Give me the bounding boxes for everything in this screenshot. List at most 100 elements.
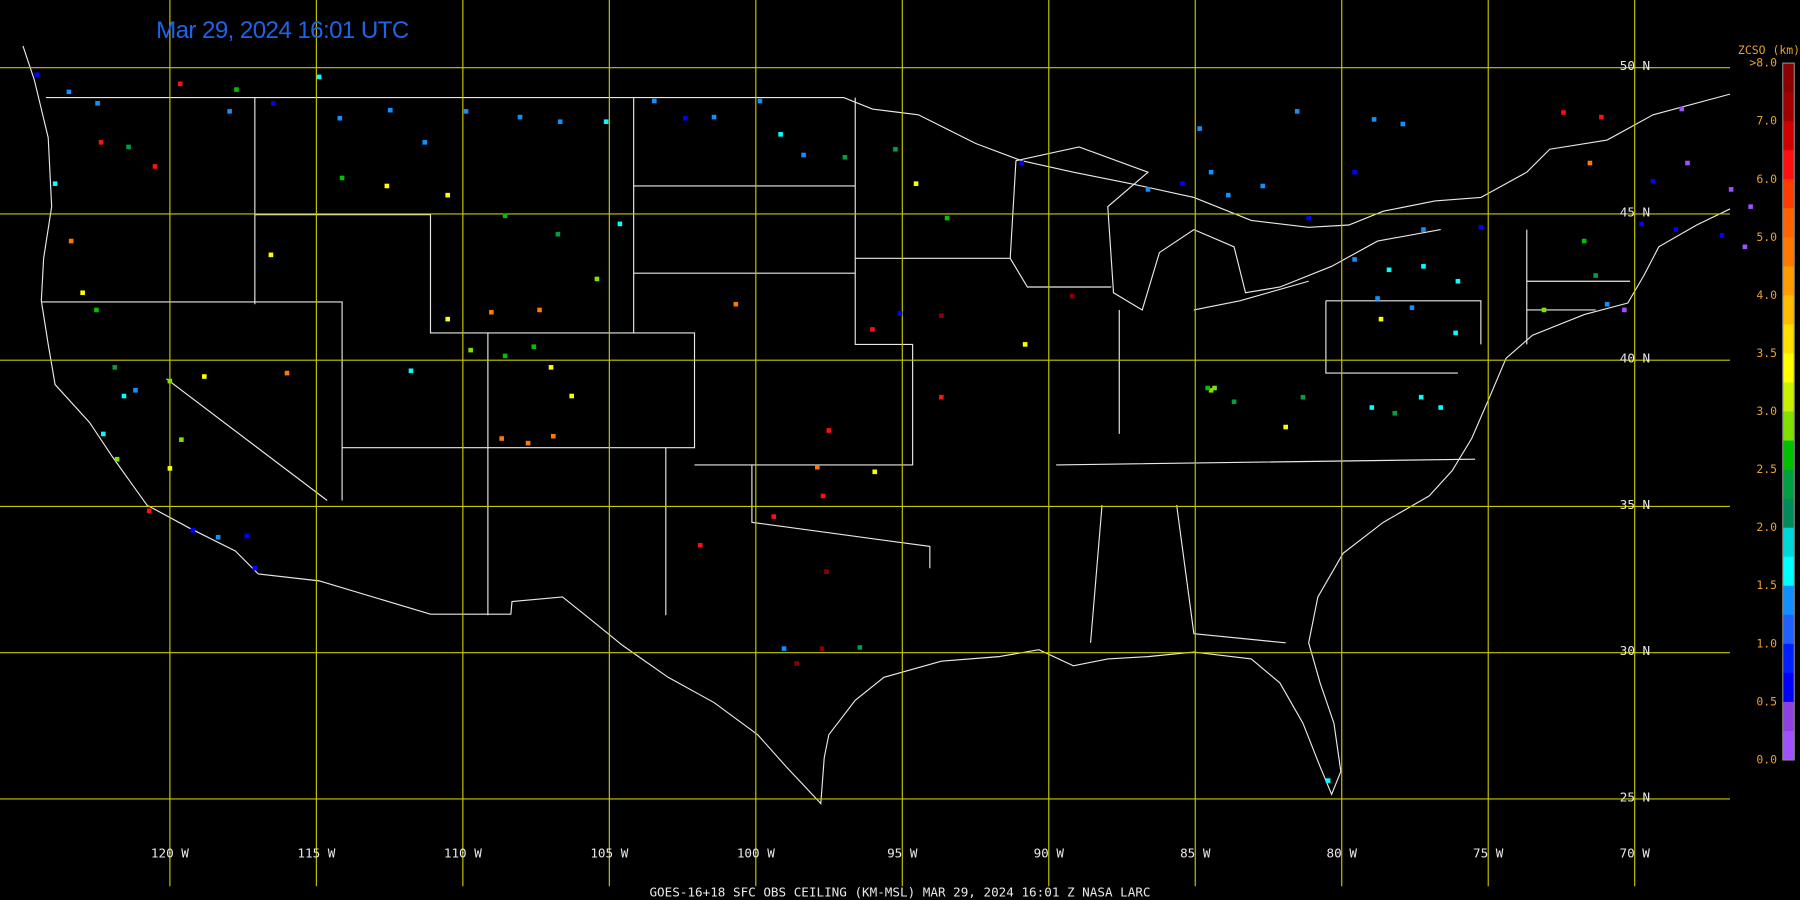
- station-marker: [152, 164, 158, 169]
- station-marker: [215, 534, 221, 540]
- legend-swatch: [1782, 469, 1795, 500]
- station-marker: [1197, 126, 1202, 131]
- station-marker: [781, 646, 787, 651]
- longitude-label: 75 W: [1473, 846, 1504, 861]
- station-marker: [98, 140, 104, 145]
- legend-swatch: [1782, 614, 1795, 645]
- footer: GOES-16+18 SFC OBS CEILING (KM-MSL) MAR …: [649, 885, 1150, 900]
- station-marker: [1604, 301, 1610, 307]
- station-marker: [525, 440, 531, 446]
- longitude-label: 100 W: [737, 846, 775, 861]
- longitude-label: 80 W: [1327, 846, 1358, 861]
- legend-swatch: [1782, 556, 1795, 587]
- boundaries: [22, 45, 1731, 805]
- station-marker: [1650, 179, 1656, 184]
- station-marker: [944, 215, 950, 221]
- station-marker: [548, 365, 554, 370]
- legend-title: ZCSO (km): [1738, 43, 1800, 57]
- station-marker: [1639, 221, 1644, 227]
- station-marker: [502, 213, 508, 219]
- station-marker: [1561, 110, 1566, 115]
- station-marker: [1352, 169, 1357, 175]
- station-marker: [870, 327, 875, 332]
- station-marker: [34, 72, 40, 77]
- station-marker: [1369, 405, 1375, 410]
- station-marker: [531, 344, 537, 349]
- legend-label: 2.0: [1756, 520, 1777, 534]
- station-marker: [227, 109, 232, 114]
- station-marker: [234, 87, 239, 92]
- longitude-label: 115 W: [297, 846, 335, 861]
- station-marker: [1673, 227, 1679, 232]
- longitude-label: 110 W: [444, 846, 482, 861]
- station-marker: [1392, 410, 1398, 416]
- legend-swatch: [1782, 353, 1795, 384]
- legend-swatch: [1782, 179, 1795, 209]
- color-legend: ZCSO (km) >8.0 7.0 6.0 5.0 4.0 3.5 3.0 2.5 2.0 1.…: [1738, 43, 1800, 766]
- station-marker: [179, 437, 184, 442]
- station-marker: [1685, 160, 1690, 166]
- station-marker: [270, 101, 276, 106]
- station-marker: [1418, 394, 1424, 400]
- station-marker: [1300, 394, 1306, 400]
- station-marker: [316, 74, 322, 80]
- station-marker: [1069, 293, 1075, 299]
- station-marker: [1371, 117, 1377, 122]
- legend-label: 0.0: [1756, 752, 1777, 766]
- station-marker: [244, 533, 250, 539]
- coastline: [22, 45, 1731, 805]
- station-marker: [121, 393, 127, 399]
- station-marker: [190, 528, 196, 533]
- legend-swatch: [1782, 150, 1795, 180]
- longitude-label: 120 W: [151, 846, 189, 861]
- station-marker: [468, 347, 473, 353]
- legend-swatch: [1782, 527, 1795, 558]
- station-marker: [872, 469, 878, 475]
- station-marker: [757, 98, 763, 104]
- title: Mar 29, 2024 16:01 UTC: [156, 17, 409, 44]
- station-marker: [1375, 296, 1380, 301]
- station-marker: [445, 192, 450, 198]
- station-marker: [202, 374, 207, 379]
- station-marker: [112, 365, 118, 370]
- legend-swatch: [1782, 208, 1795, 238]
- longitude-label: 85 W: [1180, 846, 1211, 861]
- station-marker: [252, 565, 258, 571]
- station-marker: [337, 115, 343, 121]
- station-marker: [284, 370, 290, 376]
- legend-label: 1.5: [1756, 578, 1777, 592]
- legend-label: 4.0: [1756, 288, 1777, 302]
- station-marker: [1400, 121, 1406, 127]
- station-marker: [801, 152, 806, 158]
- longitude-label: 105 W: [590, 846, 628, 861]
- station-marker: [133, 388, 138, 393]
- station-marker: [771, 514, 777, 519]
- station-marker: [819, 646, 825, 651]
- station-marker: [52, 181, 58, 186]
- legend-swatch: [1782, 498, 1795, 529]
- station-marker: [1294, 109, 1300, 114]
- legend-label: 5.0: [1756, 230, 1777, 244]
- legend-label: 1.0: [1756, 636, 1777, 650]
- legend-label: 3.5: [1756, 346, 1777, 360]
- legend-swatch: [1782, 672, 1795, 703]
- station-marker: [826, 428, 832, 433]
- legend-swatch: [1782, 585, 1795, 616]
- station-marker: [1208, 388, 1214, 393]
- station-marker: [842, 154, 848, 160]
- station-marker: [408, 368, 414, 374]
- station-marker: [1325, 778, 1331, 783]
- station-observations: [34, 72, 1753, 783]
- station-marker: [384, 183, 390, 189]
- station-marker: [499, 436, 504, 441]
- station-marker: [101, 431, 106, 437]
- station-marker: [1478, 225, 1484, 230]
- station-marker: [1212, 385, 1217, 391]
- station-marker: [1145, 187, 1151, 192]
- station-marker: [778, 132, 783, 137]
- station-marker: [339, 175, 345, 181]
